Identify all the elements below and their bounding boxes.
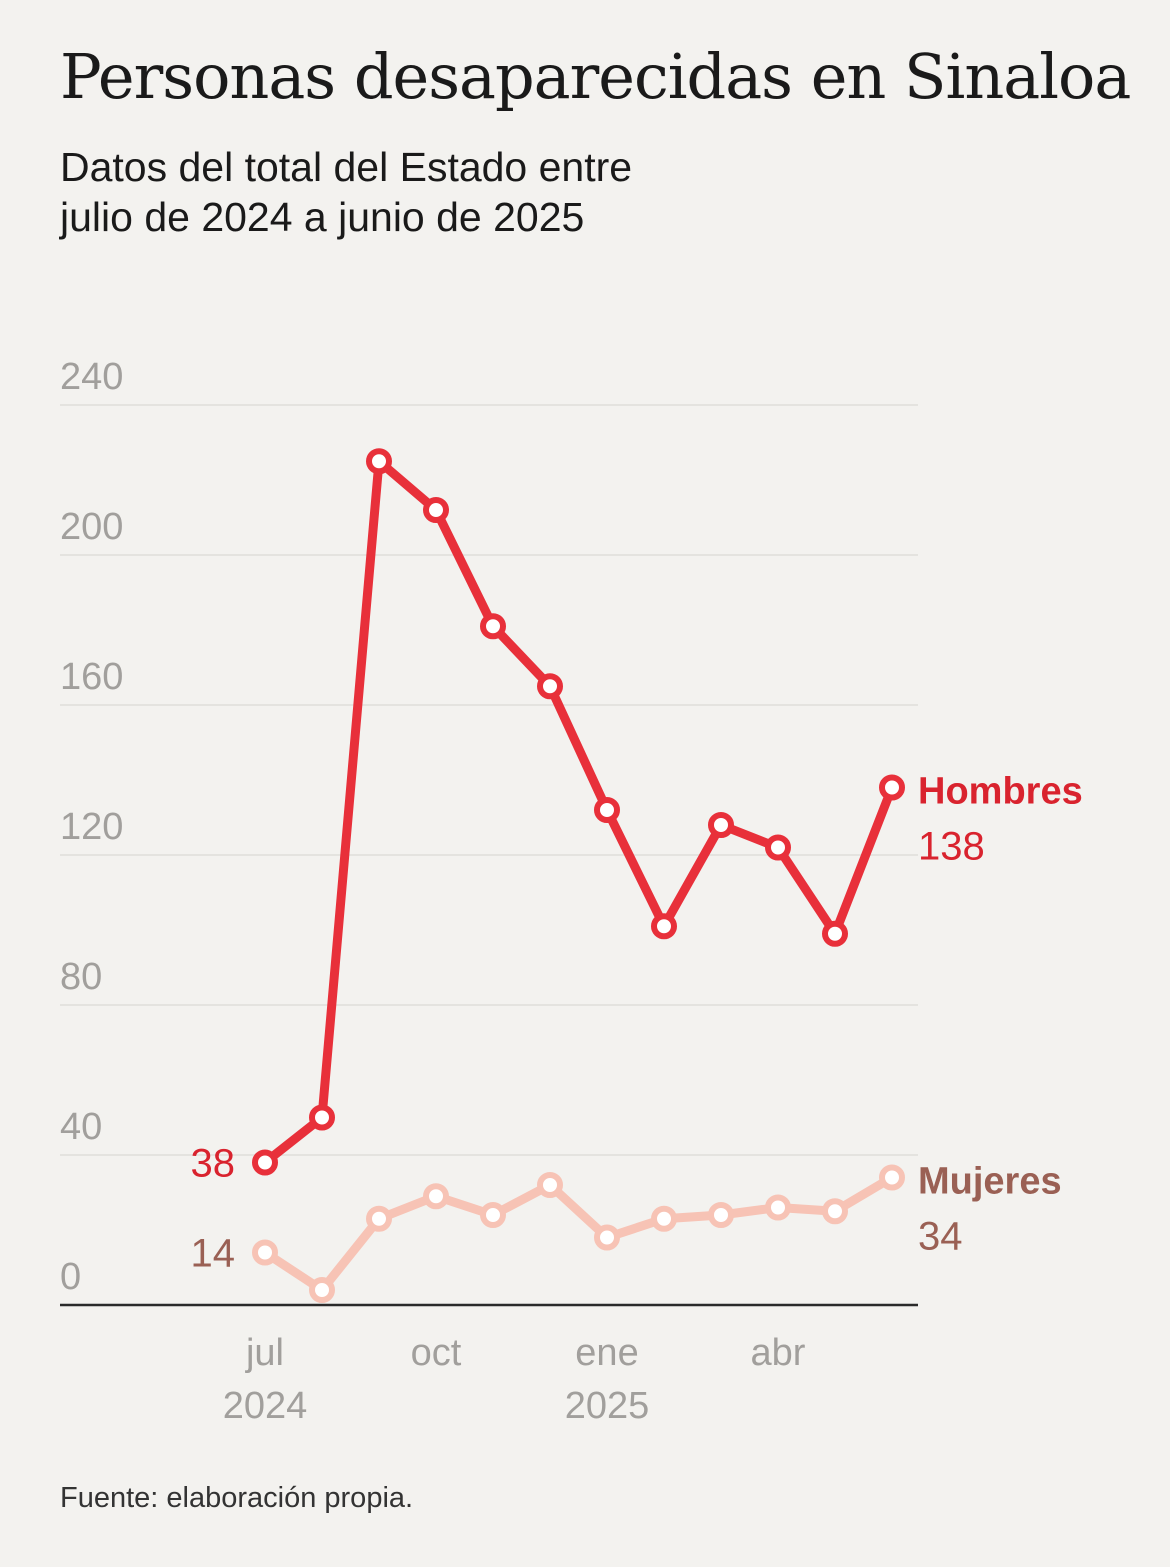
y-tick-label: 240 <box>60 356 123 398</box>
x-tick-year: 2025 <box>565 1385 650 1427</box>
y-tick-label: 40 <box>60 1106 102 1148</box>
x-tick-month: ene <box>575 1332 638 1374</box>
hombres-point <box>594 797 620 823</box>
mujeres-point <box>252 1239 278 1266</box>
mujeres-point <box>708 1202 734 1228</box>
hombres-point <box>366 448 392 475</box>
subtitle-line-2: julio de 2024 a junio de 2025 <box>60 194 585 240</box>
series-labels: 14 Mujeres 34 38 Hombres 138 <box>191 771 1083 1276</box>
mujeres-point <box>537 1172 563 1198</box>
mujeres-series-name: Mujeres <box>918 1161 1062 1203</box>
mujeres-point <box>480 1202 506 1228</box>
hombres-point <box>651 913 677 940</box>
gridlines <box>60 404 918 1307</box>
x-tick-month: abr <box>751 1332 806 1374</box>
mujeres-point <box>822 1198 848 1225</box>
chart-subtitle: Datos del total del Estado entre julio d… <box>60 142 820 242</box>
mujeres-point <box>366 1205 392 1232</box>
x-tick-year: 2024 <box>223 1385 308 1427</box>
x-tick-month: oct <box>411 1332 462 1374</box>
y-tick-label: 160 <box>60 656 123 698</box>
hombres-point <box>252 1149 278 1176</box>
mujeres-point <box>765 1194 791 1221</box>
series-lines <box>252 448 905 1303</box>
hombres-point <box>708 812 734 838</box>
source-note: Fuente: elaboración propia. <box>60 1482 414 1514</box>
x-axis-ticks: jul 2024 oct ene 2025 abr <box>223 1332 806 1427</box>
mujeres-point <box>879 1164 905 1191</box>
x-tick-month: jul <box>245 1332 284 1374</box>
hombres-point <box>765 834 791 861</box>
y-tick-label: 200 <box>60 506 123 548</box>
mujeres-point <box>309 1277 335 1303</box>
y-axis-ticks: 240 200 160 120 80 40 0 <box>60 356 123 1298</box>
hombres-series-name: Hombres <box>918 771 1083 813</box>
mujeres-line <box>260 1173 897 1295</box>
hombres-line <box>260 456 897 1167</box>
hombres-point <box>309 1104 335 1131</box>
hombres-point <box>480 613 506 640</box>
y-tick-label: 120 <box>60 806 123 848</box>
hombres-point <box>423 497 449 523</box>
hombres-point <box>822 920 848 947</box>
hombres-start-label: 38 <box>191 1142 236 1186</box>
mujeres-point <box>423 1183 449 1210</box>
hombres-end-value: 138 <box>918 825 985 869</box>
chart-title: Personas desaparecidas en Sinaloa <box>60 40 1131 113</box>
mujeres-point <box>594 1224 620 1251</box>
mujeres-end-value: 34 <box>918 1215 963 1259</box>
hombres-point <box>879 774 905 801</box>
mujeres-start-label: 14 <box>191 1232 236 1276</box>
y-tick-label: 0 <box>60 1256 81 1298</box>
mujeres-point <box>651 1205 677 1232</box>
hombres-point <box>537 673 563 700</box>
subtitle-line-1: Datos del total del Estado entre <box>60 144 633 190</box>
y-tick-label: 80 <box>60 956 102 998</box>
